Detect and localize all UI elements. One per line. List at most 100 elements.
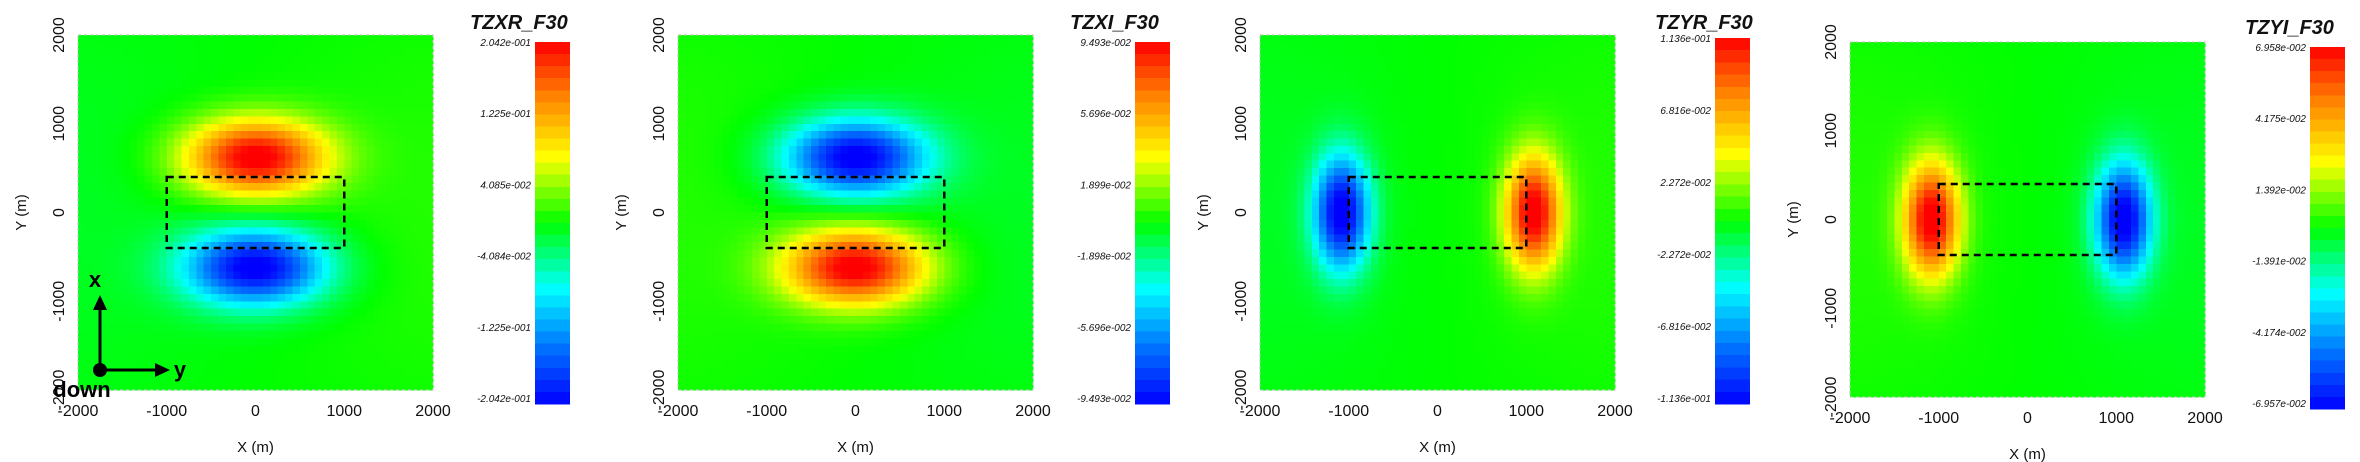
heatmap-cell (855, 308, 864, 317)
heatmap-cell (240, 79, 249, 88)
heatmap-cell (862, 101, 871, 110)
heatmap-cell (151, 71, 160, 80)
heatmap-cell (936, 323, 945, 332)
heatmap-cell (678, 205, 686, 214)
heatmap-cell (366, 338, 375, 347)
heatmap-cell (877, 57, 886, 66)
heatmap-cell (114, 175, 123, 184)
heatmap-cell (344, 108, 353, 117)
heatmap-cell (329, 182, 338, 191)
heatmap-cell (811, 249, 820, 258)
heatmap-cell (944, 249, 953, 258)
heatmap-cell (973, 190, 982, 199)
heatmap-cell (922, 79, 931, 88)
heatmap-cell (1018, 153, 1027, 162)
heatmap-cell (1010, 293, 1019, 302)
heatmap-cell (270, 71, 279, 80)
heatmap-cell (825, 279, 834, 288)
heatmap-cell (270, 35, 279, 43)
heatmap-cell (877, 256, 886, 265)
heatmap-cell (270, 153, 279, 162)
heatmap-cell (848, 35, 857, 43)
heatmap-cell (322, 249, 331, 258)
heatmap-cell (870, 131, 879, 140)
heatmap-cell (344, 145, 353, 154)
heatmap-cell (129, 101, 138, 110)
heatmap-cell (233, 264, 242, 273)
heatmap-cell (233, 42, 242, 51)
heatmap-cell (744, 367, 753, 376)
heatmap-cell (248, 49, 257, 58)
heatmap-cell (781, 86, 790, 95)
heatmap-cell (174, 123, 183, 132)
heatmap-cell (1282, 197, 1291, 206)
heatmap-cell (944, 345, 953, 354)
heatmap-cell (766, 249, 775, 258)
heatmap-cell (833, 242, 842, 251)
heatmap-cell (381, 145, 390, 154)
heatmap-cell (137, 338, 146, 347)
heatmap-cell (292, 182, 301, 191)
heatmap-cell (751, 353, 760, 362)
heatmap-cell (907, 197, 916, 206)
heatmap-cell (151, 279, 160, 288)
heatmap-cell (181, 279, 190, 288)
heatmap-cell (781, 175, 790, 184)
heatmap-cell (129, 249, 138, 258)
heatmap-cell (973, 131, 982, 140)
heatmap-cell (892, 168, 901, 177)
heatmap-cell (85, 360, 94, 369)
heatmap-cell (907, 49, 916, 58)
heatmap-cell (285, 375, 294, 384)
heatmap-cell (951, 271, 960, 280)
heatmap-cell (907, 330, 916, 339)
y-axis-label: Y (m) (613, 194, 630, 230)
heatmap-cell (1003, 227, 1012, 236)
heatmap-cell (85, 123, 94, 132)
heatmap-cell (396, 264, 405, 273)
heatmap-cell (959, 182, 968, 191)
heatmap-cell (966, 308, 975, 317)
heatmap-cell (381, 256, 390, 265)
heatmap-cell (203, 382, 212, 391)
heatmap-cell (78, 57, 86, 66)
heatmap-cell (899, 49, 908, 58)
heatmap-cell (714, 116, 723, 125)
heatmap-cell (166, 86, 175, 95)
heatmap-cell (418, 301, 427, 310)
heatmap-cell (1274, 79, 1283, 88)
heatmap-cell (248, 271, 257, 280)
heatmap-cell (944, 108, 953, 117)
heatmap-cell (818, 168, 827, 177)
heatmap-cell (774, 227, 783, 236)
heatmap-cell (381, 79, 390, 88)
heatmap-cell (100, 131, 109, 140)
heatmap-cell (359, 205, 368, 214)
heatmap-cell (418, 382, 427, 391)
heatmap-cell (322, 175, 331, 184)
heatmap-cell (907, 256, 916, 265)
heatmap-cell (1003, 94, 1012, 103)
heatmap-cell (92, 323, 101, 332)
heatmap-cell (1025, 35, 1034, 43)
heatmap-cell (329, 382, 338, 391)
heatmap-cell (692, 175, 701, 184)
heatmap-cell (248, 145, 257, 154)
heatmap-cell (1267, 160, 1276, 169)
heatmap-cell (188, 271, 197, 280)
heatmap-cell (1260, 249, 1268, 258)
heatmap-cell (944, 227, 953, 236)
heatmap-cell (788, 316, 797, 325)
heatmap-cell (885, 279, 894, 288)
heatmap-cell (796, 175, 805, 184)
heatmap-cell (1267, 256, 1276, 265)
heatmap-cell (262, 57, 271, 66)
heatmap-cell (885, 271, 894, 280)
heatmap-cell (181, 86, 190, 95)
heatmap-cell (211, 101, 220, 110)
heatmap-cell (722, 101, 731, 110)
heatmap-cell (336, 271, 345, 280)
heatmap-cell (196, 71, 205, 80)
heatmap-cell (707, 138, 716, 147)
heatmap-cell (381, 249, 390, 258)
